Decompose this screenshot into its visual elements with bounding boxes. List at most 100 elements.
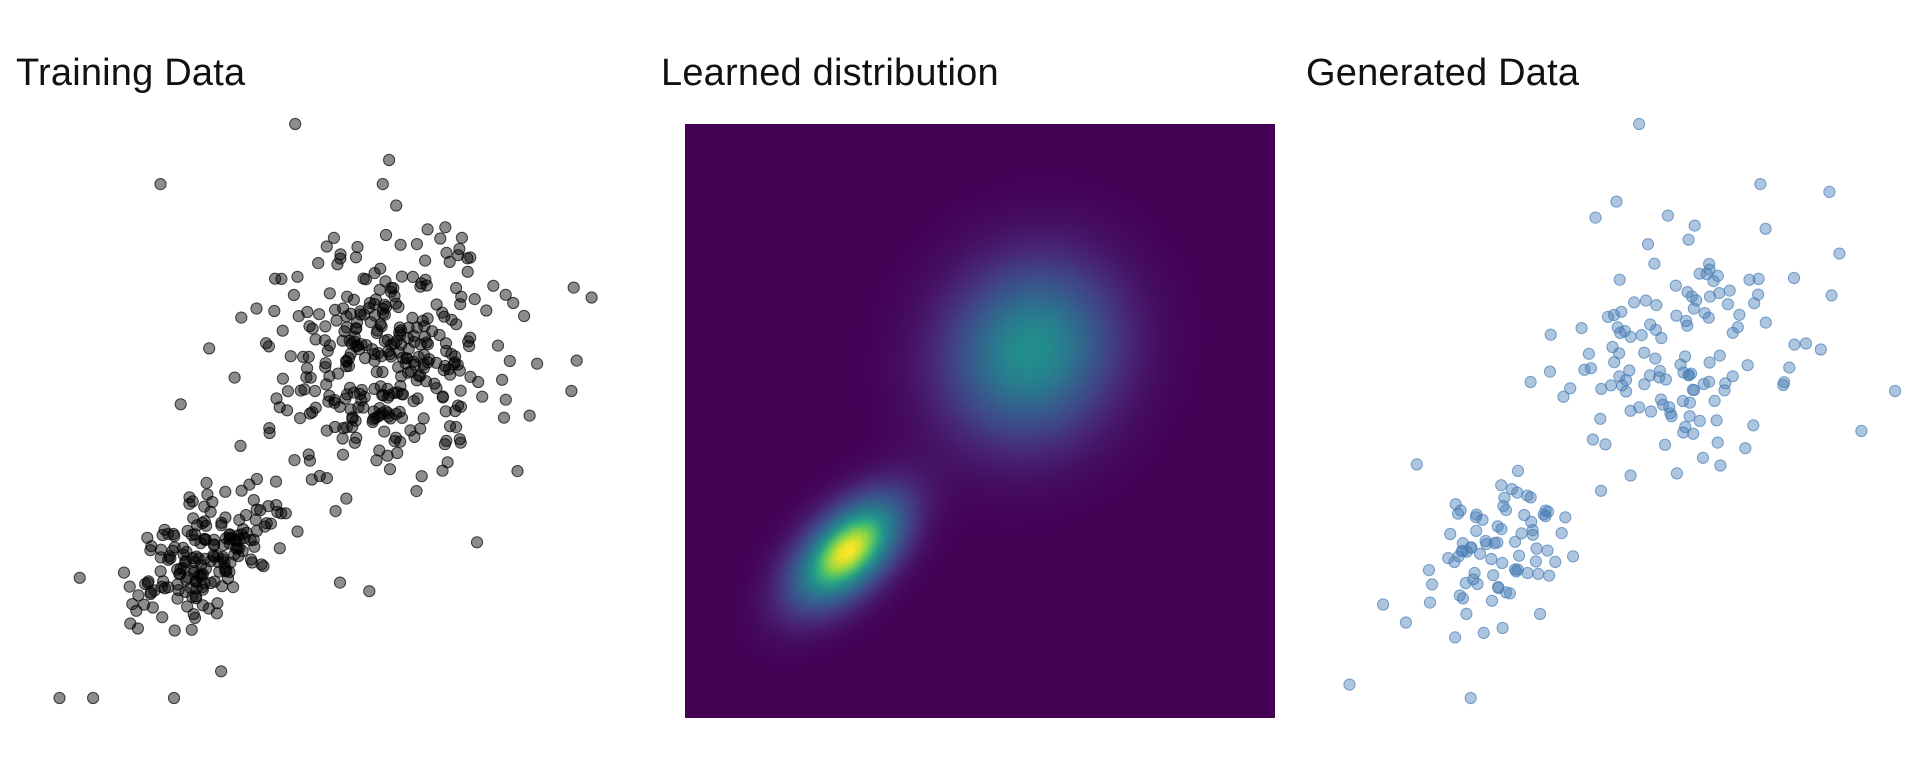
scatter-point xyxy=(363,585,376,598)
scatter-point xyxy=(334,252,347,265)
scatter-point xyxy=(414,422,427,435)
scatter-point xyxy=(1444,527,1457,541)
scatter-point xyxy=(1453,589,1466,602)
scatter-point xyxy=(349,251,363,264)
scatter-point xyxy=(395,388,408,401)
scatter-point xyxy=(1644,318,1657,331)
panel-title: Training Data xyxy=(16,52,246,94)
scatter-point xyxy=(1682,233,1695,246)
scatter-point xyxy=(319,361,332,374)
scatter-point xyxy=(450,318,463,331)
scatter-point xyxy=(320,472,333,485)
scatter-point xyxy=(410,485,423,498)
scatter-point xyxy=(1599,438,1612,451)
scatter-point xyxy=(336,432,349,445)
scatter-point xyxy=(395,370,408,383)
scatter-point xyxy=(1544,328,1557,341)
scatter-point xyxy=(1539,504,1552,517)
scatter-point xyxy=(352,401,365,414)
scatter-point xyxy=(470,536,484,549)
scatter-point xyxy=(1459,576,1472,590)
scatter-point xyxy=(1743,273,1756,286)
scatter-point xyxy=(141,531,154,544)
scatter-point xyxy=(434,232,447,245)
scatter-point xyxy=(1714,459,1727,472)
scatter-point xyxy=(1511,464,1525,477)
scatter-point xyxy=(1823,185,1836,198)
scatter-point xyxy=(203,342,216,355)
scatter-point xyxy=(117,566,131,579)
scatter-point xyxy=(1825,289,1838,302)
scatter-point xyxy=(531,357,544,370)
scatter-point xyxy=(244,553,258,566)
scatter-point xyxy=(1524,375,1537,389)
scatter-point xyxy=(1377,598,1390,611)
scatter-point xyxy=(455,290,468,303)
scatter-point xyxy=(372,347,385,360)
scatter-point xyxy=(437,363,450,377)
scatter-point xyxy=(236,544,249,558)
scatter-point xyxy=(139,577,152,591)
scatter-point xyxy=(422,356,435,369)
scatter-point xyxy=(1468,566,1481,580)
scatter-point xyxy=(570,354,583,367)
scatter-point xyxy=(330,314,343,327)
scatter-point xyxy=(199,533,212,547)
scatter-point xyxy=(1799,337,1813,350)
scatter-point xyxy=(368,382,381,395)
scatter-point xyxy=(395,324,408,337)
scatter-point xyxy=(1423,596,1437,609)
scatter-point xyxy=(364,316,377,329)
scatter-point xyxy=(1601,310,1615,323)
scatter-point xyxy=(1471,577,1484,591)
scatter-point xyxy=(1681,319,1694,332)
scatter-point xyxy=(281,385,294,398)
scatter-point xyxy=(1623,364,1636,377)
scatter-point xyxy=(1649,352,1662,365)
scatter-point xyxy=(355,394,368,407)
scatter-point xyxy=(462,335,475,348)
scatter-point xyxy=(390,334,403,347)
scatter-point xyxy=(487,279,500,292)
scatter-point xyxy=(1624,404,1637,417)
scatter-point xyxy=(269,475,283,488)
scatter-point xyxy=(1557,390,1570,403)
scatter-point xyxy=(385,281,398,295)
scatter-point xyxy=(407,355,420,368)
scatter-point xyxy=(428,377,441,390)
scatter-point xyxy=(336,448,350,461)
scatter-point xyxy=(1426,578,1439,591)
scatter-point xyxy=(567,281,580,294)
scatter-point xyxy=(443,255,456,268)
scatter-point xyxy=(73,571,86,584)
scatter-point xyxy=(376,178,389,191)
scatter-point xyxy=(181,600,194,613)
scatter-point xyxy=(463,340,476,353)
scatter-point xyxy=(273,542,286,555)
scatter-point xyxy=(124,617,137,630)
scatter-point xyxy=(1464,691,1477,705)
scatter-point xyxy=(374,318,387,331)
scatter-point xyxy=(388,435,401,448)
scatter-point xyxy=(354,308,367,321)
scatter-point xyxy=(1530,542,1543,555)
scatter-point xyxy=(215,665,228,678)
scatter-point xyxy=(336,334,349,347)
scatter-point xyxy=(1613,370,1626,383)
scatter-point xyxy=(416,314,429,327)
scatter-point xyxy=(1524,491,1537,504)
scatter-point xyxy=(211,597,224,610)
scatter-point xyxy=(1509,535,1522,548)
scatter-point xyxy=(511,465,524,478)
scatter-point xyxy=(449,404,462,418)
scatter-point xyxy=(219,485,232,498)
scatter-point xyxy=(394,238,407,251)
scatter-point xyxy=(1582,347,1595,360)
scatter-point xyxy=(1606,340,1619,354)
scatter-point xyxy=(1543,569,1556,582)
scatter-point xyxy=(346,411,359,424)
scatter-point xyxy=(346,420,359,433)
scatter-point xyxy=(1653,371,1666,384)
scatter-point xyxy=(273,401,286,414)
scatter-point xyxy=(1754,178,1767,191)
